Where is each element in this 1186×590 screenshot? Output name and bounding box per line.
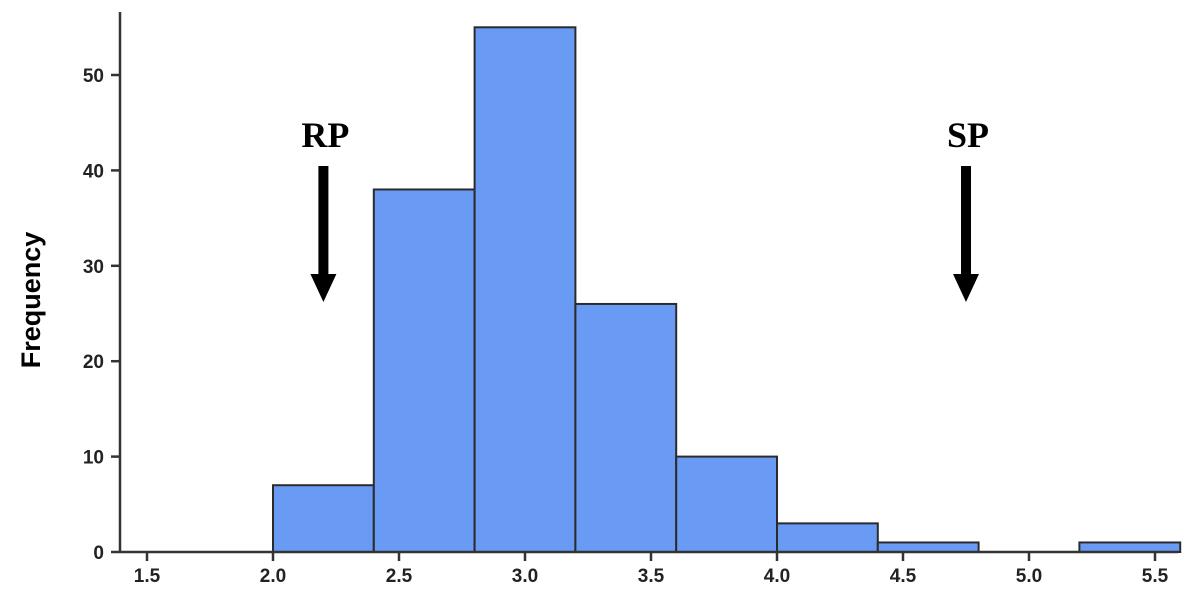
histogram-bar xyxy=(776,522,879,554)
histogram-bar xyxy=(1078,541,1182,554)
annotation-arrow-head xyxy=(310,274,337,302)
annotation-label: SP xyxy=(947,115,989,155)
y-tick-label: 20 xyxy=(83,352,104,373)
bars-group xyxy=(272,26,1182,554)
y-tick-label: 10 xyxy=(83,448,104,469)
histogram-bar xyxy=(473,26,577,554)
y-tick-label: 30 xyxy=(83,257,104,278)
histogram-bar xyxy=(876,541,980,554)
histogram-bar xyxy=(574,302,678,553)
histogram-bar xyxy=(272,484,375,553)
annotation-arrow-shaft xyxy=(318,166,329,276)
annotation-arrow-shaft xyxy=(961,166,971,276)
x-tick-label: 2.0 xyxy=(260,566,286,587)
axes-group: 0 10 20 30 40 50 1.5 2.0 2.5 3.0 3.5 4.0 4.5 5.0 5.5 xyxy=(83,12,1178,587)
x-tick-label: 3.0 xyxy=(512,566,538,587)
x-tick-label: 5.5 xyxy=(1142,566,1169,587)
y-tick-label: 0 xyxy=(93,543,104,564)
y-axis-label: Frequency xyxy=(16,232,46,369)
annotations-group: RP SP xyxy=(301,115,989,302)
x-tick-label: 5.0 xyxy=(1016,566,1042,587)
y-tick-label: 50 xyxy=(83,66,104,87)
histogram-bar xyxy=(675,455,779,554)
y-tick-label: 40 xyxy=(83,161,104,182)
x-tick-label: 4.5 xyxy=(890,566,917,587)
x-tick-label: 2.5 xyxy=(386,566,413,587)
annotation-label: RP xyxy=(301,115,349,155)
x-tick-label: 1.5 xyxy=(134,566,161,587)
x-tick-label: 4.0 xyxy=(764,566,790,587)
histogram-bar xyxy=(372,188,476,553)
x-tick-label: 3.5 xyxy=(638,566,665,587)
annotation-arrow-head xyxy=(953,274,979,302)
